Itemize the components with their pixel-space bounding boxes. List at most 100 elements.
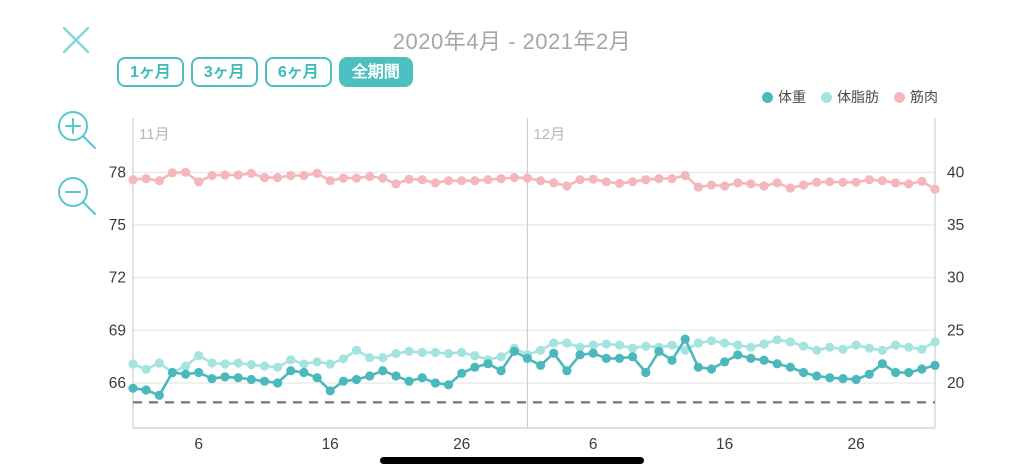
data-point [167, 168, 177, 178]
data-point [128, 175, 138, 185]
data-point [785, 183, 796, 193]
data-point [246, 360, 256, 370]
data-point [378, 173, 388, 183]
range-button-all[interactable]: 全期間 [338, 57, 413, 87]
data-point [457, 347, 467, 358]
data-point [720, 338, 730, 348]
data-point [930, 184, 940, 194]
zoom-in-icon [58, 111, 96, 149]
data-point [562, 366, 572, 376]
data-point [641, 367, 651, 378]
data-point [549, 348, 559, 358]
data-point [404, 174, 414, 184]
data-point [286, 366, 296, 376]
left-axis-tick: 75 [109, 217, 126, 234]
left-axis-tick: 72 [109, 270, 126, 287]
data-point [259, 173, 270, 183]
data-point [259, 361, 270, 371]
data-point [273, 378, 283, 388]
range-button-3month[interactable]: 3ヶ月 [190, 57, 258, 87]
data-point [430, 378, 440, 388]
data-point [680, 170, 690, 181]
data-point [601, 177, 611, 187]
data-point [259, 376, 270, 386]
range-button-1month[interactable]: 1ヶ月 [117, 57, 184, 87]
data-point [693, 338, 703, 348]
data-point [207, 358, 217, 368]
data-point [588, 174, 598, 184]
zoom-in-button[interactable] [56, 109, 100, 153]
data-point [864, 369, 874, 379]
data-point [746, 179, 756, 189]
data-point [851, 340, 861, 350]
data-point [391, 371, 401, 381]
data-point [536, 345, 546, 355]
data-point [549, 178, 559, 188]
x-axis-tick: 16 [322, 436, 339, 453]
data-point [798, 367, 809, 378]
data-point [220, 359, 230, 369]
data-point [457, 368, 467, 378]
zoom-out-button[interactable] [56, 175, 100, 219]
page-title: 2020年4月 - 2021年2月 [392, 29, 632, 54]
bodyfat-dot-icon [821, 91, 832, 103]
data-point [181, 361, 191, 371]
home-indicator[interactable] [380, 457, 644, 464]
data-point [746, 353, 756, 363]
data-point [785, 362, 796, 372]
data-point [483, 175, 493, 185]
data-point [812, 177, 822, 187]
data-point [601, 353, 611, 363]
data-point [864, 175, 874, 185]
data-point [785, 337, 796, 347]
data-point [338, 173, 348, 183]
data-point [417, 347, 427, 358]
x-axis-tick: 26 [453, 436, 470, 453]
data-point [181, 167, 191, 177]
data-point [128, 383, 138, 393]
data-point [930, 337, 940, 347]
data-point [246, 168, 256, 178]
data-point [680, 334, 690, 344]
data-point [522, 353, 533, 363]
data-point [365, 171, 375, 182]
data-point [312, 373, 322, 383]
data-point [759, 339, 769, 349]
data-point [325, 386, 335, 396]
data-point [614, 340, 625, 350]
data-point [207, 374, 217, 384]
range-selector: 1ヶ月 3ヶ月 6ヶ月 全期間 [117, 57, 413, 87]
data-point [181, 369, 191, 379]
data-point [312, 357, 322, 367]
data-point [851, 177, 861, 187]
data-point [299, 170, 309, 181]
data-point [562, 338, 572, 348]
data-point [378, 353, 388, 363]
month-label: 11月 [139, 126, 170, 143]
data-point [496, 352, 506, 362]
data-point [798, 341, 809, 351]
close-button[interactable] [58, 22, 94, 58]
legend-item-bodyfat: 体脂肪 [821, 87, 879, 107]
data-point [706, 364, 717, 374]
month-label: 12月 [533, 126, 565, 143]
data-point [720, 181, 730, 191]
data-point [904, 179, 914, 189]
data-point [325, 359, 335, 369]
data-point [877, 345, 888, 355]
data-point [772, 178, 782, 188]
left-axis-tick: 66 [109, 375, 126, 392]
data-point [772, 359, 782, 369]
data-point [273, 173, 283, 183]
data-point [614, 353, 625, 363]
data-point [443, 380, 454, 390]
data-point [522, 173, 533, 183]
data-point [299, 367, 309, 378]
data-point [798, 180, 809, 190]
data-point [838, 177, 848, 187]
right-axis-tick: 35 [947, 217, 964, 234]
data-point [167, 367, 177, 378]
range-button-6month[interactable]: 6ヶ月 [264, 57, 332, 87]
data-point [457, 176, 467, 186]
